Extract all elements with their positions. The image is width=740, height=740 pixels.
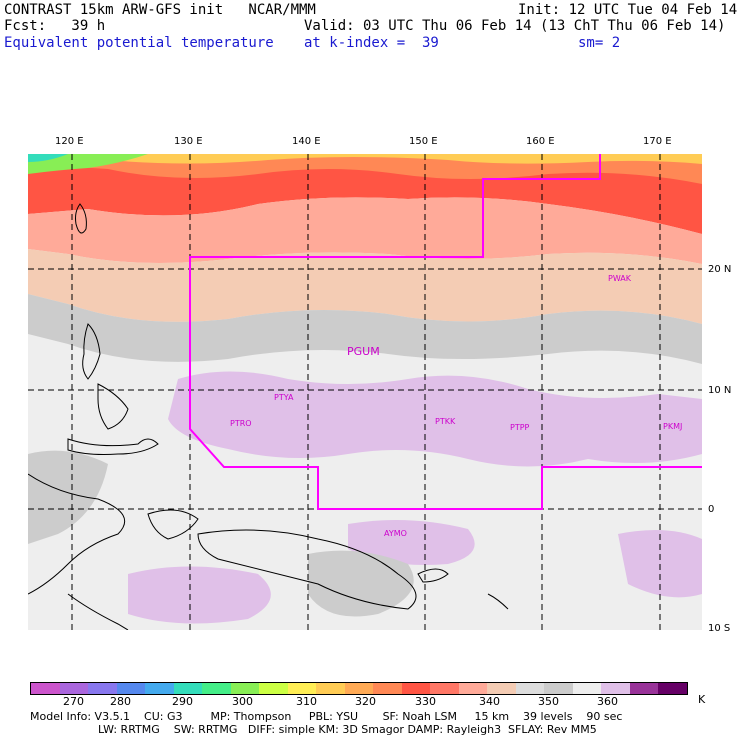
colorbar-swatch-15 [458, 683, 487, 694]
colorbar [30, 682, 688, 695]
cbar-tick-320: 320 [355, 695, 376, 708]
lat-label-20n: 20 N [708, 264, 732, 275]
colorbar-swatch-13 [401, 683, 430, 694]
map-panel [28, 154, 702, 630]
colorbar-swatch-18 [544, 683, 573, 694]
colorbar-swatch-0 [31, 683, 60, 694]
cbar-tick-350: 350 [538, 695, 559, 708]
lon-label-120: 120 E [55, 136, 84, 147]
lat-label-10s: 10 S [708, 623, 731, 634]
theta-e-field [28, 154, 702, 630]
colorbar-swatch-7 [230, 683, 259, 694]
station-aymo: AYMO [384, 529, 407, 538]
station-ptro: PTRO [230, 419, 252, 428]
cbar-unit: K [698, 693, 706, 706]
colorbar-swatch-3 [116, 683, 145, 694]
colorbar-swatch-22 [658, 683, 687, 694]
colorbar-swatch-1 [59, 683, 88, 694]
cbar-tick-290: 290 [172, 695, 193, 708]
model-info-line1: Model Info: V3.5.1 CU: G3 MP: Thompson P… [30, 710, 623, 723]
station-ptkk: PTKK [435, 417, 456, 426]
colorbar-swatch-8 [259, 683, 288, 694]
smoothing: sm= 2 [578, 35, 621, 51]
model-title: CONTRAST 15km ARW-GFS init NCAR/MMM [4, 2, 316, 18]
cbar-tick-330: 330 [415, 695, 436, 708]
forecast-hour: Fcst: 39 h [4, 18, 106, 34]
colorbar-swatch-10 [316, 683, 345, 694]
station-pgum: PGUM [347, 345, 380, 358]
colorbar-swatch-14 [430, 683, 459, 694]
station-ptya: PTYA [274, 393, 294, 402]
lon-label-140: 140 E [292, 136, 321, 147]
level-index: at k-index = 39 [304, 35, 439, 51]
colorbar-swatch-2 [88, 683, 117, 694]
lon-label-170: 170 E [643, 136, 672, 147]
colorbar-swatch-5 [173, 683, 202, 694]
colorbar-swatch-6 [202, 683, 231, 694]
cbar-tick-270: 270 [63, 695, 84, 708]
cbar-tick-300: 300 [232, 695, 253, 708]
station-pwak: PWAK [608, 274, 632, 283]
colorbar-swatch-12 [373, 683, 402, 694]
cbar-tick-340: 340 [479, 695, 500, 708]
lon-label-150: 150 E [409, 136, 438, 147]
lon-label-160: 160 E [526, 136, 555, 147]
lat-label-10n: 10 N [708, 385, 732, 396]
init-time: Init: 12 UTC Tue 04 Feb 14 [518, 2, 738, 18]
station-pkmj: PKMJ [663, 422, 683, 431]
model-info-line2: LW: RRTMG SW: RRTMG DIFF: simple KM: 3D … [98, 723, 597, 736]
colorbar-swatch-11 [344, 683, 373, 694]
colorbar-swatch-9 [287, 683, 316, 694]
colorbar-swatch-4 [145, 683, 174, 694]
field-name: Equivalent potential temperature [4, 35, 274, 51]
colorbar-swatch-16 [487, 683, 516, 694]
cbar-tick-280: 280 [110, 695, 131, 708]
cbar-tick-310: 310 [296, 695, 317, 708]
station-ptpp: PTPP [510, 423, 530, 432]
valid-time: Valid: 03 UTC Thu 06 Feb 14 (13 ChT Thu … [304, 18, 726, 34]
colorbar-swatch-20 [601, 683, 630, 694]
colorbar-swatch-17 [515, 683, 544, 694]
lat-label-eq: 0 [708, 504, 715, 515]
lon-label-130: 130 E [174, 136, 203, 147]
colorbar-swatch-21 [629, 683, 658, 694]
colorbar-swatch-19 [572, 683, 601, 694]
cbar-tick-360: 360 [597, 695, 618, 708]
